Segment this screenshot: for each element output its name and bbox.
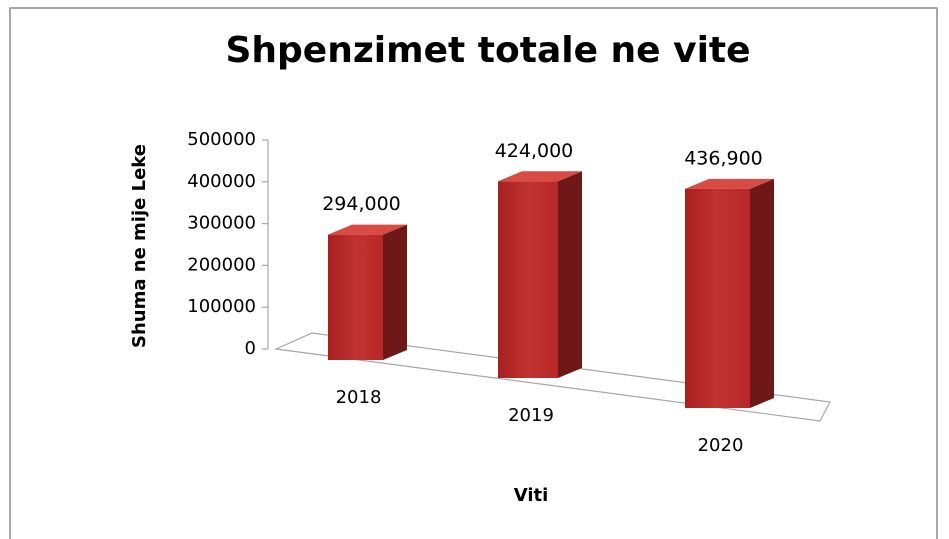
bar: [498, 171, 582, 378]
chart-title: Shpenzimet totale ne vite: [225, 30, 750, 71]
bar-front: [328, 234, 383, 360]
bar-side: [383, 224, 407, 360]
bar-top: [498, 171, 582, 182]
y-tick-label: 300000: [187, 213, 256, 234]
y-tick-label: 200000: [187, 254, 256, 275]
y-axis-label: Shuma ne mije Leke: [129, 144, 150, 348]
x-tick-label: 2018: [336, 387, 382, 408]
y-tick-label: 400000: [187, 171, 256, 192]
bar-side: [558, 171, 582, 378]
bar-top: [685, 178, 774, 189]
bar-top: [328, 224, 407, 235]
value-label: 294,000: [322, 193, 401, 215]
y-tick-label: 500000: [187, 129, 256, 150]
bar-side: [750, 178, 774, 408]
value-label: 424,000: [495, 140, 574, 162]
y-tick-label: 100000: [187, 296, 256, 317]
chart-frame: [9, 7, 938, 539]
y-tick-label: 0: [245, 338, 256, 359]
x-tick-label: 2019: [508, 405, 554, 426]
x-axis-label: Viti: [514, 485, 549, 506]
value-label: 436,900: [684, 147, 763, 169]
bar: [328, 224, 407, 360]
x-tick-label: 2020: [698, 435, 744, 456]
bar-front: [498, 181, 558, 378]
bar-front: [685, 188, 750, 408]
bar: [685, 178, 774, 408]
